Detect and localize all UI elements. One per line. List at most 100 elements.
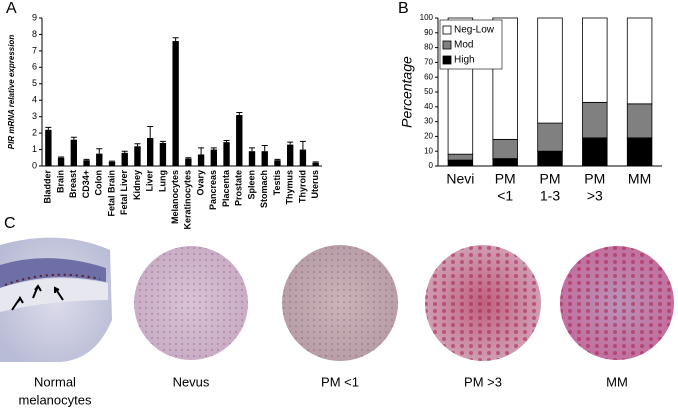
bar [299,149,307,166]
error-bar [159,140,166,143]
bar-segment [447,153,474,161]
x-tick-label: Nevi [446,171,474,187]
y-tick-label: 20 [424,132,433,141]
x-tick-label: Bladder [43,170,53,204]
y-tick-label: 70 [424,58,433,67]
bar-segment [492,158,518,167]
x-tick-label: Spleen [246,170,256,200]
error-bar [249,147,255,152]
legend-label: High [454,55,475,66]
y-tick-label: 5 [32,78,37,88]
x-tick-label: Liver [145,170,155,192]
y-tick-label: 10 [424,146,433,155]
image-caption: PM >3 [464,374,502,389]
y-axis-title: Percentage [399,56,415,128]
bar [274,160,281,166]
x-tick-label: PM [540,171,561,187]
bar [159,142,167,166]
x-tick-label: Lung [157,170,167,192]
error-bar [236,112,243,116]
bar-segment [582,17,608,103]
image-caption: MM [606,374,628,389]
error-bar [172,37,179,42]
y-tick-label: 50 [424,87,433,96]
bar-segment [492,138,518,160]
bar-segment [537,17,563,124]
micrograph [0,237,112,362]
y-tick-label: 4 [32,95,37,105]
x-tick-label: Pancreas [208,170,218,210]
bar [172,41,179,167]
x-tick-label: >3 [587,188,603,204]
error-bar [70,136,77,140]
y-tick-label: 9 [32,12,37,22]
micrograph-texture [425,245,541,361]
legend-swatch [442,40,452,50]
x-tick-label: Ovary [195,170,205,196]
x-tick-label: Stomach [259,170,269,208]
image-caption: melanocytes [19,392,92,407]
bar [108,161,116,166]
bar [261,151,268,166]
y-tick-label: 2 [32,127,37,137]
micrograph-texture [560,246,674,360]
legend-label: Mod [454,40,473,51]
x-tick-label: Uterus [310,170,320,199]
y-tick-label: 6 [32,62,37,72]
x-tick-label: 1-3 [540,188,560,204]
legend-swatch [442,55,452,65]
bar-segment [447,159,474,167]
x-tick-label: Breast [68,170,78,198]
bar [248,151,256,166]
bar [147,138,154,166]
bar [185,158,192,166]
x-tick-label: Kidney [132,170,142,200]
x-tick-label: Thyroid [297,170,307,203]
bar-segment [626,137,653,167]
error-bar [261,144,268,152]
x-tick-label: MM [628,171,651,187]
error-bar [45,126,52,130]
y-tick-label: 7 [32,45,37,55]
error-bar [210,147,217,150]
error-bar [58,156,65,158]
bar-segment [537,150,563,167]
y-tick-label: 60 [424,72,433,81]
x-tick-label: Keratinocytes [183,170,193,230]
x-tick-label: Placenta [221,169,231,207]
bar [287,144,294,166]
error-bar [198,147,205,155]
bar [312,162,319,166]
bar [210,149,217,166]
error-bar [147,126,154,139]
legend-swatch [442,25,452,35]
bar [70,139,77,166]
x-tick-label: Colon [94,170,104,196]
panel-label: C [4,215,16,232]
bar [45,129,52,166]
y-tick-label: 0 [32,160,37,170]
error-bar [109,160,115,162]
error-bar [185,157,192,159]
y-tick-label: 8 [32,29,37,39]
error-bar [287,141,294,145]
error-bar [312,161,319,163]
bar [121,152,128,166]
bar-segment [582,101,608,139]
x-tick-label: PM [495,171,516,187]
error-bar [299,140,306,150]
image-caption: Nevus [173,374,210,389]
y-tick-label: 100 [420,13,434,22]
error-bar [274,158,281,161]
x-tick-label: Prostate [234,170,244,206]
bar [57,157,65,166]
y-tick-label: 40 [424,102,433,111]
x-tick-label: Fetal Liver [119,170,129,216]
panel-label: A [6,0,17,17]
bar-segment [582,137,608,167]
y-axis-title: PIR mRNA relative expression [7,35,16,150]
x-tick-label: Testis [272,170,282,195]
error-bar [121,150,128,153]
y-tick-label: 80 [424,43,433,52]
